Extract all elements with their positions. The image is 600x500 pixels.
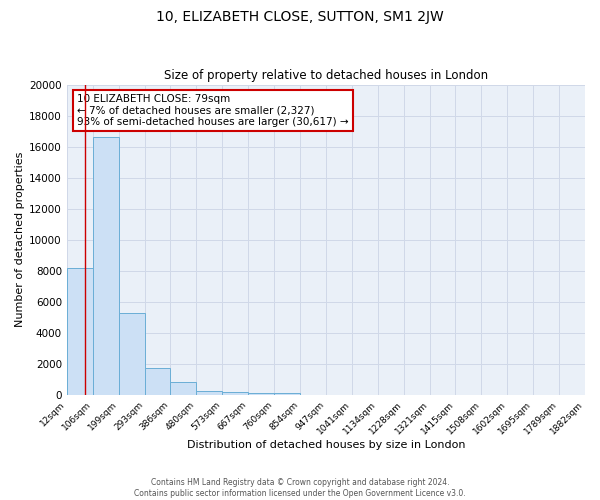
Title: Size of property relative to detached houses in London: Size of property relative to detached ho… bbox=[164, 69, 488, 82]
Y-axis label: Number of detached properties: Number of detached properties bbox=[15, 152, 25, 328]
Text: 10 ELIZABETH CLOSE: 79sqm
← 7% of detached houses are smaller (2,327)
93% of sem: 10 ELIZABETH CLOSE: 79sqm ← 7% of detach… bbox=[77, 94, 349, 127]
Bar bbox=[145, 368, 170, 395]
Bar bbox=[196, 391, 222, 395]
Bar bbox=[170, 382, 196, 395]
Text: Contains HM Land Registry data © Crown copyright and database right 2024.
Contai: Contains HM Land Registry data © Crown c… bbox=[134, 478, 466, 498]
X-axis label: Distribution of detached houses by size in London: Distribution of detached houses by size … bbox=[187, 440, 465, 450]
Bar bbox=[119, 312, 145, 395]
Bar bbox=[274, 394, 300, 395]
Bar bbox=[222, 392, 248, 395]
Text: 10, ELIZABETH CLOSE, SUTTON, SM1 2JW: 10, ELIZABETH CLOSE, SUTTON, SM1 2JW bbox=[156, 10, 444, 24]
Bar bbox=[92, 138, 119, 395]
Bar bbox=[248, 394, 274, 395]
Bar bbox=[67, 268, 92, 395]
